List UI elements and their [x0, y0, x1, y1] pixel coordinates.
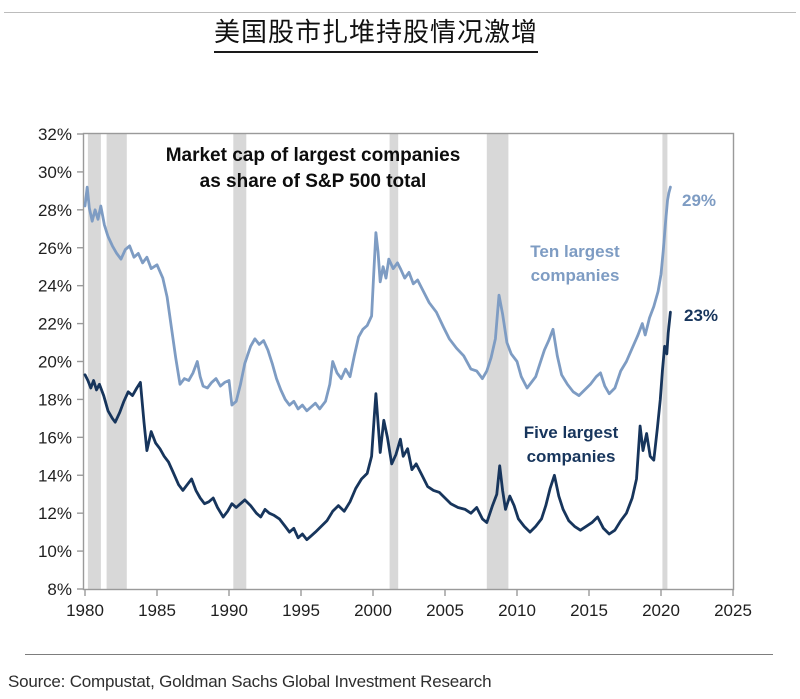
- y-tick-label: 26%: [38, 239, 72, 258]
- x-tick-label: 2005: [426, 601, 464, 620]
- x-tick-label: 2020: [642, 601, 680, 620]
- ten-largest-line: [83, 185, 672, 413]
- ten-largest-end-value: 29%: [682, 191, 717, 210]
- top-divider: [4, 12, 796, 13]
- x-tick-label: 2015: [570, 601, 608, 620]
- chart-title: Market cap of largest companies as share…: [118, 143, 508, 195]
- x-tick-label: 1985: [138, 601, 176, 620]
- bottom-divider: [25, 654, 773, 655]
- page-title: 美国股市扎堆持股情况激增: [213, 18, 538, 53]
- recession-band: [662, 134, 668, 589]
- five-largest-end-value: 23%: [684, 306, 719, 325]
- x-tick-label: 2010: [498, 601, 536, 620]
- x-tick-label: 1980: [66, 601, 104, 620]
- y-tick-label: 32%: [38, 125, 72, 144]
- y-tick-label: 20%: [38, 353, 72, 372]
- y-tick-label: 14%: [38, 466, 72, 485]
- source-text: Source: Compustat, Goldman Sachs Global …: [8, 672, 492, 691]
- recession-band: [486, 134, 509, 589]
- five-largest-label: Five largest companies: [523, 423, 619, 466]
- x-tick-label: 2000: [354, 601, 392, 620]
- y-tick-label: 16%: [38, 428, 72, 447]
- recession-band: [106, 134, 127, 589]
- x-tick-label: 1995: [282, 601, 320, 620]
- ten-largest-label: Ten largest companies: [530, 242, 620, 285]
- chart-title-line2: as share of S&P 500 total: [199, 171, 427, 192]
- y-tick-label: 28%: [38, 201, 72, 220]
- x-tick-label: 1990: [210, 601, 248, 620]
- page-title-wrap: 美国股市扎堆持股情况激增: [0, 18, 752, 53]
- y-tick-label: 8%: [47, 580, 72, 599]
- y-tick-label: 10%: [38, 542, 72, 561]
- y-tick-label: 12%: [38, 504, 72, 523]
- recession-band: [87, 134, 101, 589]
- y-tick-label: 30%: [38, 163, 72, 182]
- y-tick-label: 24%: [38, 277, 72, 296]
- y-tick-label: 18%: [38, 390, 72, 409]
- recession-band: [233, 134, 247, 589]
- plot-frame: [82, 132, 735, 591]
- chart-title-line1: Market cap of largest companies: [165, 145, 461, 166]
- x-tick-label: 2025: [714, 601, 752, 620]
- five-largest-line: [83, 310, 672, 542]
- recession-band: [389, 134, 399, 589]
- y-tick-label: 22%: [38, 315, 72, 334]
